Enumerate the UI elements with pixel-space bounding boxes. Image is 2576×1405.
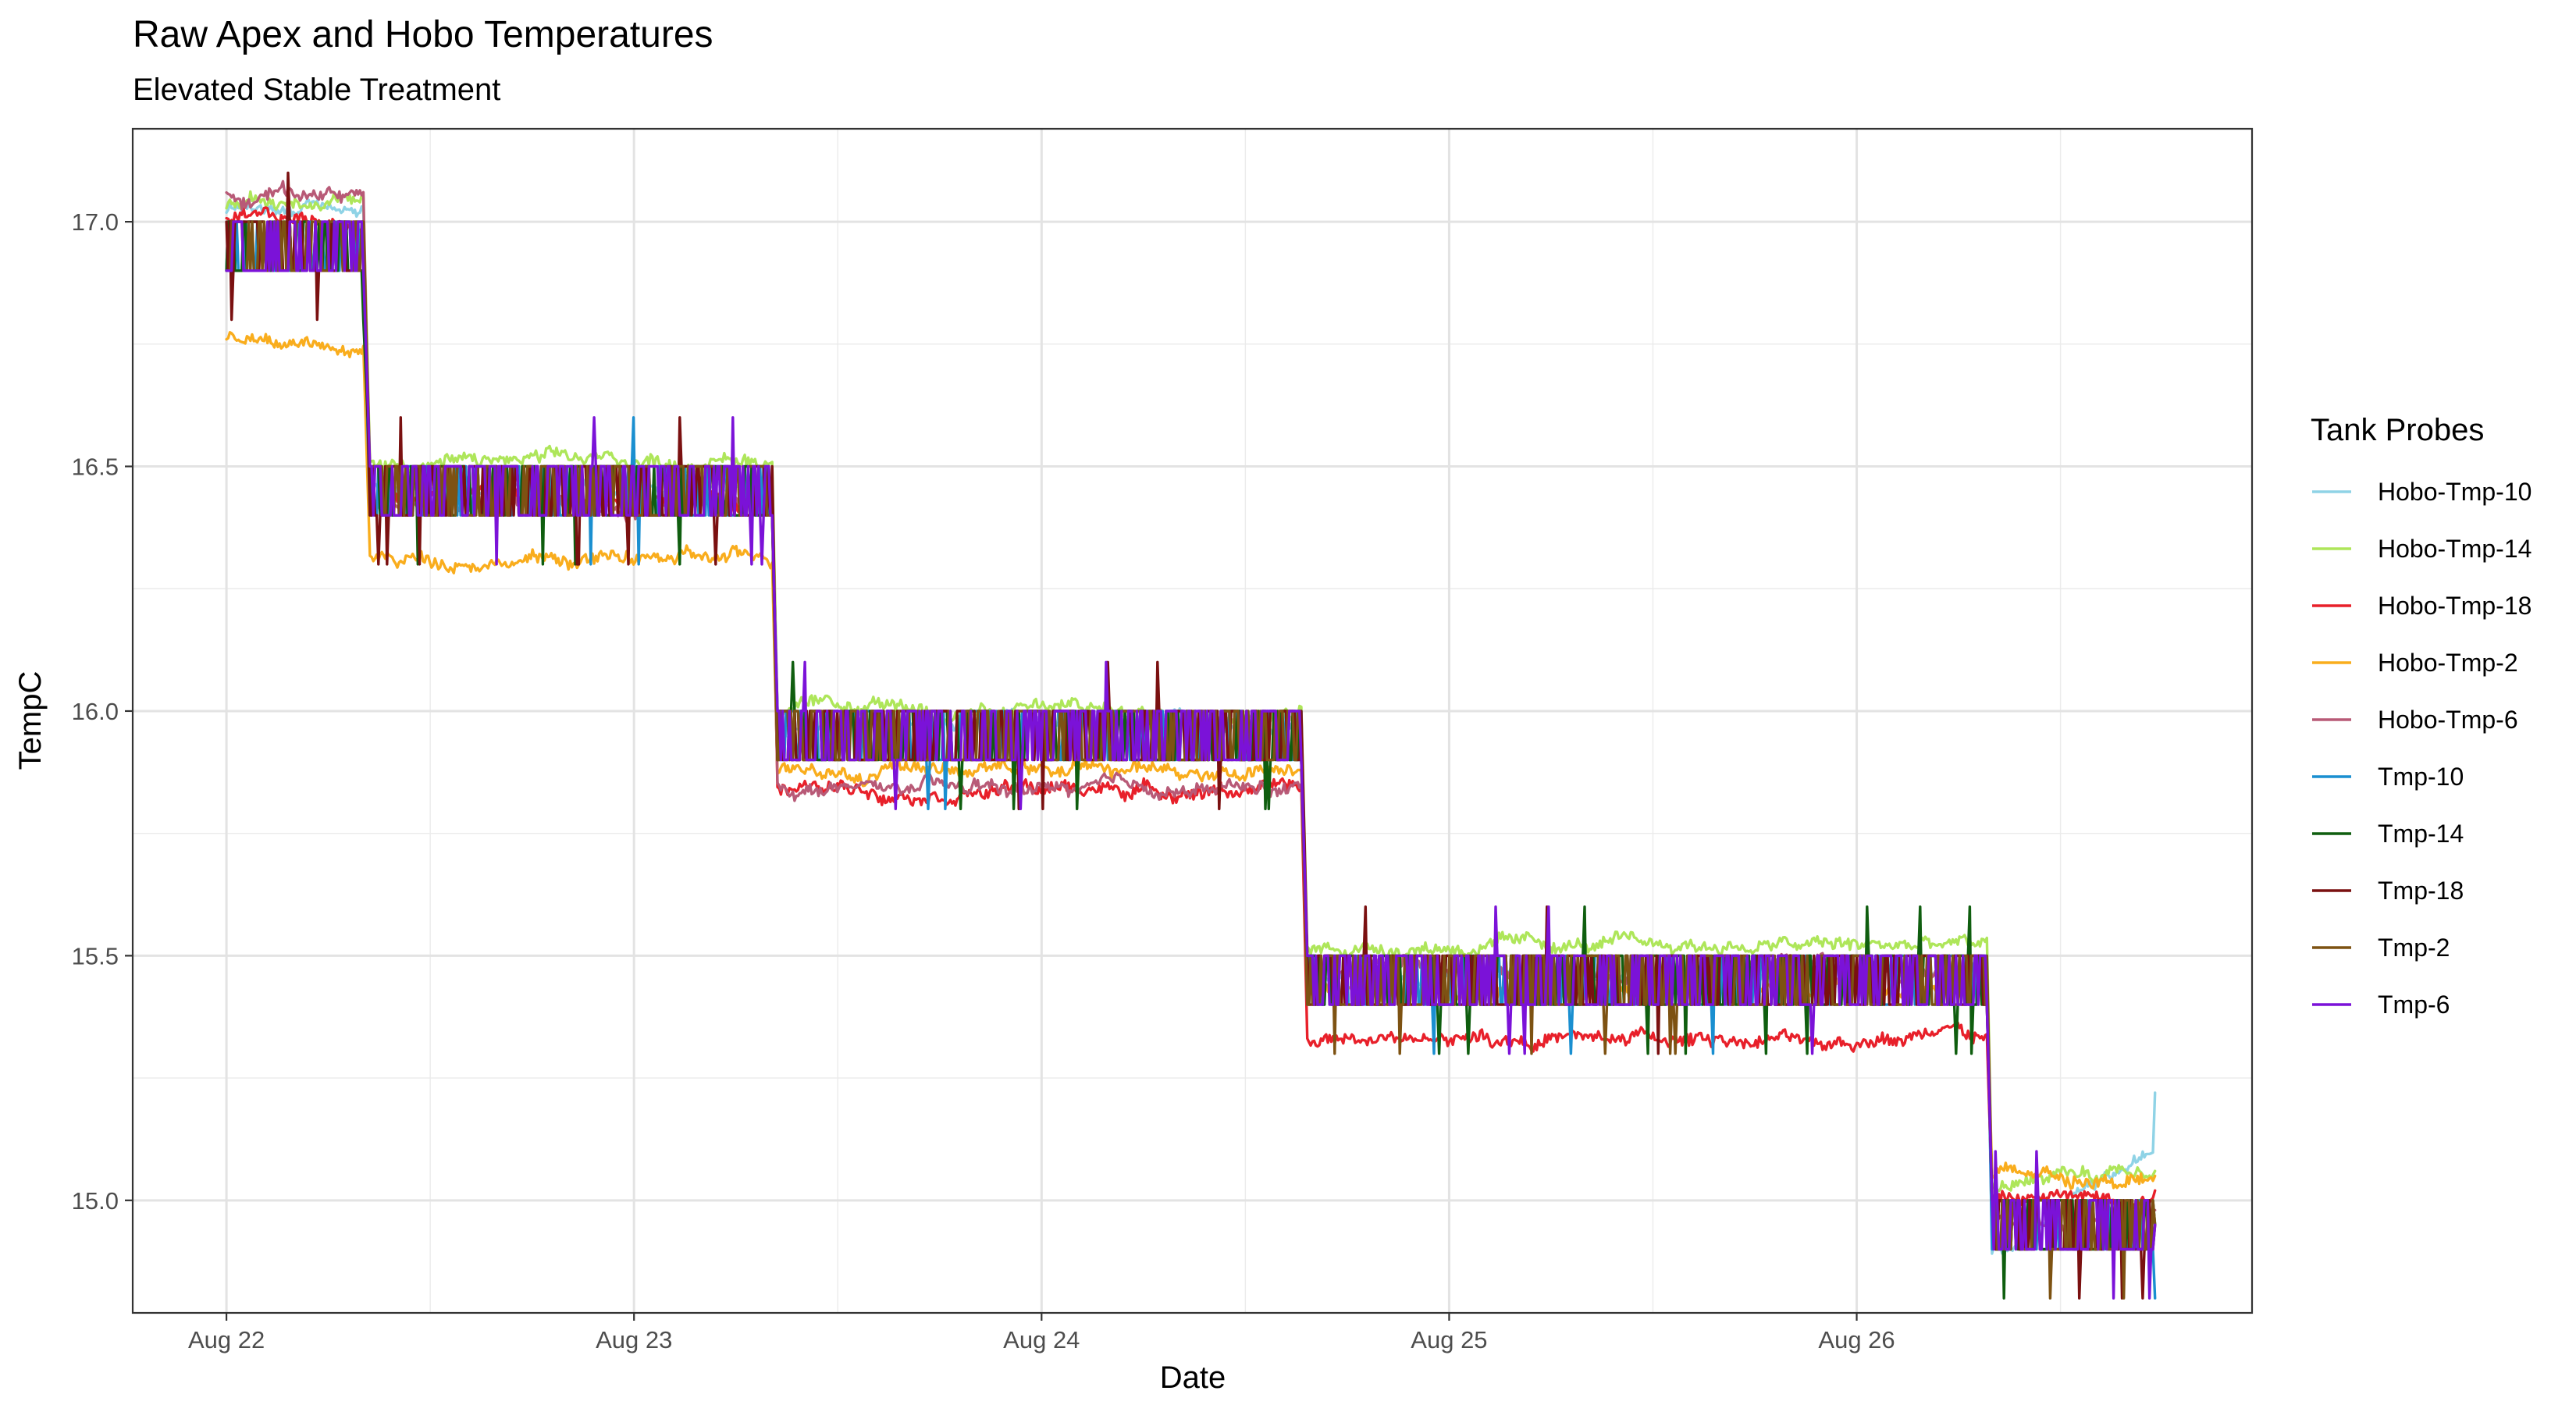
x-tick-label: Aug 26 <box>1818 1326 1895 1353</box>
x-tick-label: Aug 24 <box>1003 1326 1080 1353</box>
y-tick-label: 15.0 <box>72 1187 119 1215</box>
series-layer <box>225 171 2157 1300</box>
x-tick-label: Aug 25 <box>1411 1326 1487 1353</box>
y-tick-label: 16.5 <box>72 454 119 481</box>
legend-label-tmp-14: Tmp-14 <box>2378 820 2464 848</box>
x-tick-label: Aug 23 <box>596 1326 672 1353</box>
y-tick-label: 15.5 <box>72 942 119 969</box>
series-line-hobo-tmp-6 <box>225 180 2157 1237</box>
series-line-tmp-6 <box>225 220 2157 1300</box>
y-tick-label: 16.0 <box>72 698 119 725</box>
x-tick-label: Aug 22 <box>188 1326 265 1353</box>
legend-label-hobo-tmp-2: Hobo-Tmp-2 <box>2378 649 2518 677</box>
chart-subtitle: Elevated Stable Treatment <box>133 73 500 107</box>
legend-label-tmp-6: Tmp-6 <box>2378 991 2450 1019</box>
x-axis-title: Date <box>1160 1361 1226 1395</box>
legend-label-tmp-2: Tmp-2 <box>2378 934 2450 962</box>
chart-title: Raw Apex and Hobo Temperatures <box>133 14 713 55</box>
legend-label-hobo-tmp-10: Hobo-Tmp-10 <box>2378 478 2532 506</box>
legend-label-tmp-18: Tmp-18 <box>2378 877 2464 905</box>
plot-panel-border <box>131 127 2254 1314</box>
legend-label-hobo-tmp-18: Hobo-Tmp-18 <box>2378 592 2532 620</box>
axis-layer: 15.0 15.5 16.0 16.5 17.0 Aug 22 Aug 23 Aug 24 Au… <box>72 208 1895 1353</box>
legend: Hobo-Tmp-10 Hobo-Tmp-14 Hobo-Tmp-18 Hobo-Tm… <box>2312 478 2532 1019</box>
y-tick-label: 17.0 <box>72 208 119 236</box>
legend-label-hobo-tmp-6: Hobo-Tmp-6 <box>2378 706 2518 734</box>
y-axis-title: TempC <box>13 671 48 770</box>
legend-label-hobo-tmp-14: Hobo-Tmp-14 <box>2378 535 2532 563</box>
legend-label-tmp-10: Tmp-10 <box>2378 763 2464 791</box>
series-line-hobo-tmp-18 <box>225 206 2157 1212</box>
legend-title: Tank Probes <box>2311 413 2484 447</box>
